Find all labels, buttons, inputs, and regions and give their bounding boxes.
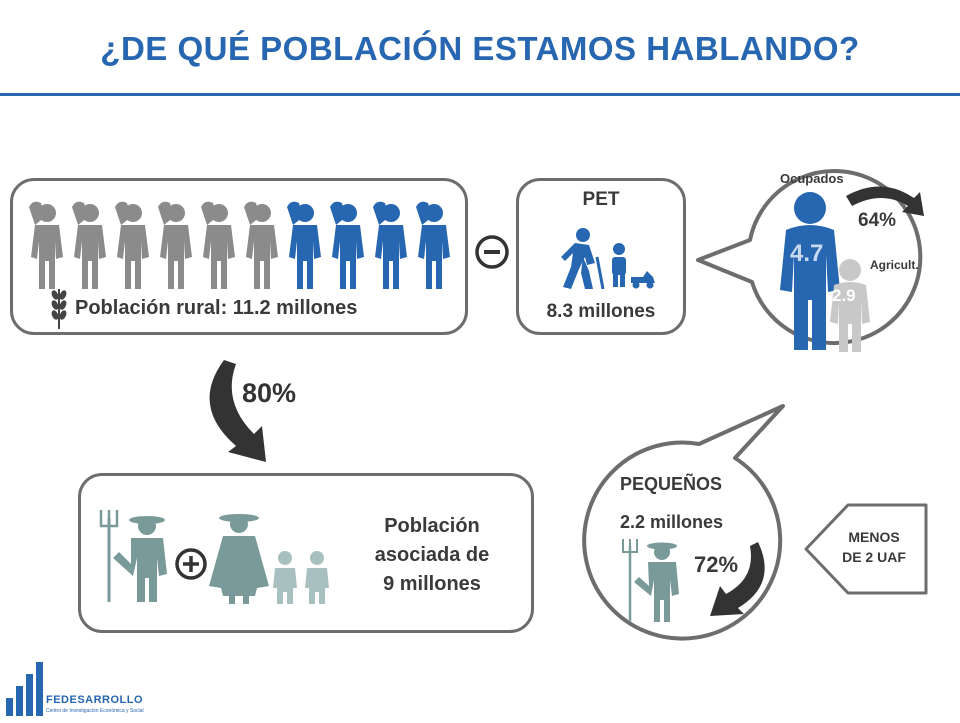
person-figure-icon — [416, 201, 450, 289]
pet-title: PET — [582, 189, 620, 210]
wheat-icon — [49, 285, 69, 334]
menos-line1: MENOS — [848, 529, 900, 545]
asociada-box: Población asociada de 9 millones — [78, 473, 534, 633]
down-arrow-icon — [196, 356, 286, 473]
small-farmer-icon — [622, 538, 682, 629]
pequenos-percent: 72% — [694, 552, 739, 577]
agri-label: Agricult. — [870, 258, 919, 272]
rural-figures — [29, 201, 450, 289]
ocupados-big-value: 4.7 — [790, 240, 824, 267]
rural-figures-row — [27, 195, 457, 291]
rural-population-label: Población rural: 11.2 millones — [75, 297, 358, 319]
page-title: ¿DE QUÉ POBLACIÓN ESTAMOS HABLANDO? — [100, 30, 860, 67]
person-figure-icon — [373, 201, 407, 289]
ocupados-small-value: 2.9 — [832, 286, 856, 305]
rural-population-box: Población rural: 11.2 millones — [10, 178, 468, 335]
menos-uaf-label: MENOS DE 2 UAF — [826, 527, 922, 567]
ocupados-arrow-icon — [842, 180, 932, 235]
ocupados-person-icon — [776, 190, 876, 365]
asociada-line2: asociada de — [374, 544, 490, 566]
family-icons — [99, 508, 339, 613]
pequenos-arrow-icon — [706, 540, 776, 625]
logo-name: FEDESARROLLO — [46, 694, 144, 706]
fedesarrollo-logo — [6, 662, 46, 723]
person-figure-icon — [115, 201, 149, 289]
pet-value: 8.3 millones — [546, 301, 656, 322]
pequenos-value: 2.2 millones — [620, 512, 724, 532]
person-figure-icon — [29, 201, 63, 289]
person-figure-icon — [287, 201, 321, 289]
asociada-line3: 9 millones — [383, 573, 481, 595]
person-figure-icon — [330, 201, 364, 289]
person-figure-icon — [244, 201, 278, 289]
menos-line2: DE 2 UAF — [842, 549, 906, 565]
arrow-percent: 80% — [242, 378, 297, 408]
pequenos-title: PEQUEÑOS — [620, 474, 723, 494]
pet-box: PET 8.3 millones — [516, 178, 686, 335]
pequenos-bubble — [575, 402, 795, 707]
ocupados-title: Ocupados — [780, 171, 844, 186]
asociada-label: Población asociada de 9 millones — [347, 512, 517, 599]
minus-icon — [474, 234, 510, 275]
elder-child-icon — [557, 227, 657, 296]
person-figure-icon — [158, 201, 192, 289]
logo-tagline: Centro de Investigación Económica y Soci… — [46, 708, 144, 714]
person-figure-icon — [72, 201, 106, 289]
asociada-line1: Población — [384, 515, 480, 537]
menos-uaf-tag — [804, 503, 930, 600]
person-figure-icon — [201, 201, 235, 289]
title-rule — [0, 93, 960, 96]
ocupados-percent: 64% — [858, 210, 897, 231]
